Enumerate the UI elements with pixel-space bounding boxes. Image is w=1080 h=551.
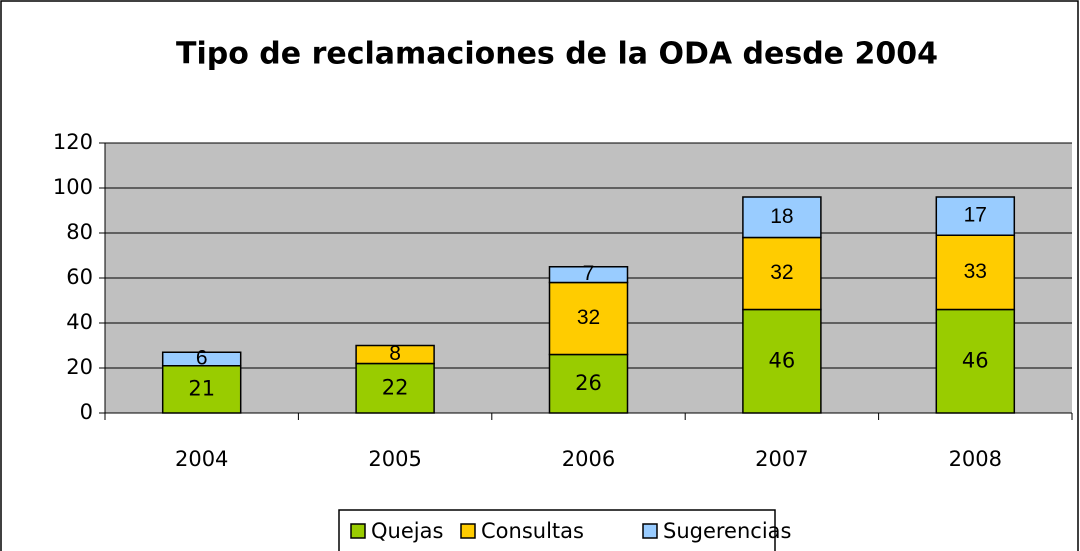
y-tick-label: 80 xyxy=(66,220,93,244)
data-label: 33 xyxy=(964,260,987,283)
bar-segment xyxy=(355,344,435,365)
bar-segment xyxy=(355,362,435,414)
bar-segment xyxy=(548,353,629,414)
data-label: 17 xyxy=(964,204,987,227)
x-tick-label: 2006 xyxy=(562,447,615,471)
data-label: 46 xyxy=(962,348,989,372)
x-tick-label: 2005 xyxy=(368,447,421,471)
legend-box xyxy=(338,509,776,551)
data-label: 46 xyxy=(769,348,796,372)
legend-label: Sugerencias xyxy=(663,519,791,543)
bar-segment xyxy=(548,266,629,284)
bar-segment xyxy=(161,351,242,367)
y-tick-label: 40 xyxy=(66,310,93,334)
y-tick-label: 120 xyxy=(53,130,93,154)
chart-title: Tipo de reclamaciones de la ODA desde 20… xyxy=(176,37,938,72)
legend-swatch xyxy=(350,523,366,539)
legend-swatch xyxy=(460,523,476,539)
y-tick-label: 20 xyxy=(66,355,93,379)
bar-segment xyxy=(935,234,1016,311)
data-label: 7 xyxy=(583,262,595,285)
data-label: 8 xyxy=(389,342,401,365)
bar-segment xyxy=(742,196,822,239)
legend-swatch xyxy=(642,523,658,539)
data-label: 21 xyxy=(188,376,215,400)
y-tick-label: 60 xyxy=(66,265,93,289)
data-label: 32 xyxy=(577,306,600,329)
bar-segment xyxy=(935,196,1016,236)
bar-segment xyxy=(742,308,822,414)
legend-label: Quejas xyxy=(371,519,443,543)
bar-segment xyxy=(161,365,242,414)
legend-label: Consultas xyxy=(481,519,584,543)
data-label: 26 xyxy=(575,371,602,395)
bar-segment xyxy=(742,236,822,311)
data-label: 22 xyxy=(382,375,409,399)
y-tick-label: 0 xyxy=(80,400,93,424)
data-label: 32 xyxy=(770,261,793,284)
bar-segment xyxy=(935,308,1016,414)
x-tick-label: 2007 xyxy=(755,447,808,471)
x-tick-label: 2008 xyxy=(949,447,1002,471)
data-label: 6 xyxy=(196,347,208,370)
x-tick-label: 2004 xyxy=(175,447,228,471)
y-tick-label: 100 xyxy=(53,175,93,199)
bar-segment xyxy=(548,281,629,356)
data-label: 18 xyxy=(770,205,793,228)
